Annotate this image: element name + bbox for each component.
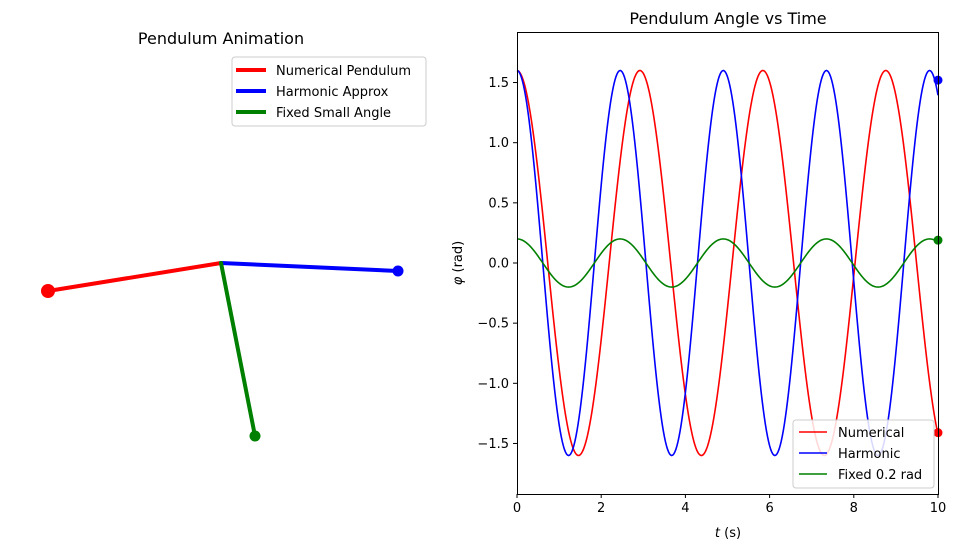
legend-label-fixed-small-angle: Fixed Small Angle <box>276 106 391 121</box>
pendulum-rod-harmonic <box>219 261 400 273</box>
pendulum-rod-fixed-small-angle <box>219 261 257 438</box>
pendulum-bob-harmonic <box>392 265 404 277</box>
x-tick-label: 6 <box>765 501 773 516</box>
chart-legend-label-harmonic: Harmonic <box>838 447 900 462</box>
x-axis-label: t (s) <box>715 526 741 541</box>
pendulum-rod-numerical <box>46 261 223 293</box>
animation-legend-box <box>231 56 427 127</box>
animation-title: Pendulum Animation <box>138 29 304 48</box>
series-lines <box>516 69 939 457</box>
y-tick-label: 1.5 <box>488 76 509 91</box>
y-tick-label: 0.0 <box>488 257 509 272</box>
chart-legend: Numerical Harmonic Fixed 0.2 rad <box>792 419 935 489</box>
x-axis-ticks: 0 2 4 6 8 10 <box>513 494 946 516</box>
chart-legend-label-numerical: Numerical <box>838 426 904 441</box>
series-line-harmonic <box>516 69 939 457</box>
x-tick-label: 2 <box>597 501 605 516</box>
pendulum-animation-panel: Pendulum Animation Numerical Pendulum Ha… <box>41 29 427 442</box>
legend-label-harmonic-approx: Harmonic Approx <box>276 85 389 100</box>
y-tick-label: −1.0 <box>477 377 509 392</box>
y-tick-label: 0.5 <box>488 196 509 211</box>
x-tick-label: 8 <box>850 501 858 516</box>
chart-title: Pendulum Angle vs Time <box>629 9 826 28</box>
x-tick-label: 0 <box>513 501 521 516</box>
pendulum-bob-numerical <box>41 284 55 298</box>
y-tick-label: −1.5 <box>477 437 509 452</box>
y-tick-label: 1.0 <box>488 136 509 151</box>
chart-legend-box <box>792 419 935 489</box>
pendulum-bob-fixed-small-angle <box>249 430 261 442</box>
y-tick-label: −0.5 <box>477 317 509 332</box>
animation-legend: Numerical Pendulum Harmonic Approx Fixed… <box>231 56 427 127</box>
series-line-numerical <box>516 69 939 457</box>
x-tick-label: 4 <box>681 501 689 516</box>
plot-frame <box>517 32 939 495</box>
angle-time-chart: Pendulum Angle vs Time 0 2 4 6 8 10 −1.5−1.0−… <box>451 9 946 541</box>
x-tick-label: 10 <box>930 501 947 516</box>
legend-label-numerical-pendulum: Numerical Pendulum <box>276 64 411 79</box>
chart-legend-label-fixed: Fixed 0.2 rad <box>838 468 922 483</box>
pendulum-rods <box>41 261 404 442</box>
y-axis-label: φ (rad) <box>451 241 466 285</box>
series-line-fixed-0-2-rad <box>516 238 939 288</box>
y-axis-ticks: −1.5 −1.0 −0.5 0.0 0.5 1.0 1.5 <box>477 76 517 452</box>
